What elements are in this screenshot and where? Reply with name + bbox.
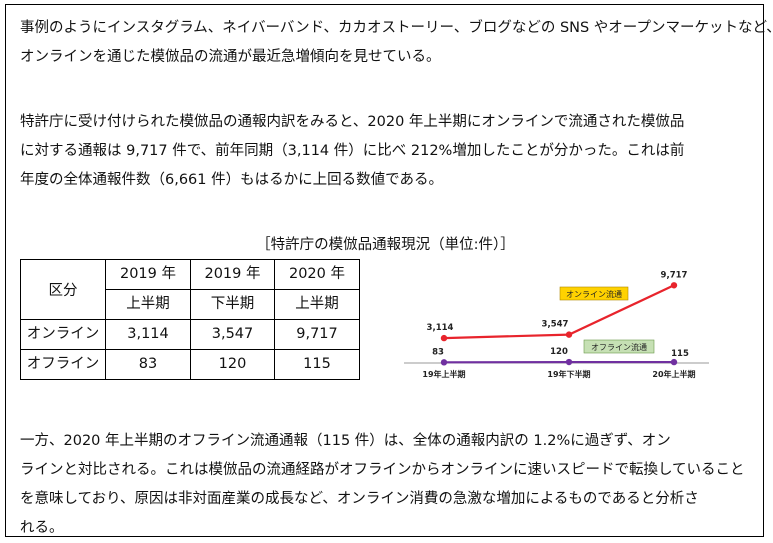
data-label: 3,547 bbox=[542, 320, 569, 330]
data-point bbox=[670, 358, 678, 366]
row-label-offline: オフライン bbox=[20, 349, 106, 380]
legend-label-offline: オフライン流通 bbox=[591, 342, 647, 352]
document-frame: 事例のようにインスタグラム、ネイバーバンド、カカオストーリー、ブログなどの SN… bbox=[5, 4, 773, 537]
header-category: 区分 bbox=[20, 259, 106, 320]
paragraph-intro: 事例のようにインスタグラム、ネイバーバンド、カカオストーリー、ブログなどの SN… bbox=[20, 14, 773, 72]
header-year: 2019 年 bbox=[190, 259, 275, 290]
table-cell: 120 bbox=[190, 349, 275, 380]
text-line: 特許庁に受け付けられた模倣品の通報内訳をみると、2020 年上半期にオンラインで… bbox=[20, 114, 685, 130]
data-label: 9,717 bbox=[661, 270, 688, 280]
table-caption: ［特許庁の模倣品通報現況（単位:件）］ bbox=[256, 237, 515, 253]
table-cell: 3,114 bbox=[105, 319, 191, 350]
header-half: 上半期 bbox=[105, 289, 191, 320]
header-year: 2019 年 bbox=[105, 259, 191, 290]
table-cell: 3,547 bbox=[190, 319, 275, 350]
data-label: 115 bbox=[671, 349, 689, 359]
data-point bbox=[440, 359, 448, 366]
text-line: 年度の全体通報件数（6,661 件）もはるかに上回る数値である。 bbox=[20, 172, 443, 188]
header-half: 上半期 bbox=[274, 289, 360, 320]
text-line: 一方、2020 年上半期のオフライン流通通報（115 件）は、全体の通報内訳の … bbox=[20, 433, 671, 449]
header-year: 2020 年 bbox=[274, 259, 360, 290]
text-line: ラインと対比される。これは模倣品の流通経路がオフラインからオンラインに速いスピー… bbox=[20, 462, 745, 478]
table-cell: 83 bbox=[105, 349, 191, 380]
data-label: 3,114 bbox=[427, 323, 454, 333]
table-cell: 9,717 bbox=[274, 319, 360, 350]
legend-box-online bbox=[559, 286, 629, 301]
text-line: れる。 bbox=[20, 520, 64, 536]
series-line bbox=[443, 284, 675, 340]
x-tick-label: 19年上半期 bbox=[422, 369, 465, 379]
table-row: オンライン 3,114 3,547 9,717 bbox=[20, 319, 360, 350]
paragraph-analysis: 一方、2020 年上半期のオフライン流通通報（115 件）は、全体の通報内訳の … bbox=[20, 427, 760, 543]
legend-box-offline bbox=[583, 339, 655, 354]
text-line: 事例のようにインスタグラム、ネイバーバンド、カカオストーリー、ブログなどの SN… bbox=[20, 20, 773, 36]
data-point bbox=[440, 334, 448, 342]
data-point bbox=[565, 358, 573, 366]
data-point bbox=[565, 331, 573, 338]
text-line: オンラインを通じた模倣品の流通が最近急増傾向を見せている。 bbox=[20, 49, 441, 65]
data-point bbox=[670, 282, 678, 289]
table-row: オフライン 83 120 115 bbox=[20, 349, 360, 380]
data-label: 83 bbox=[432, 347, 444, 357]
report-line-chart: 19年上半期 19年下半期 20年上半期 3,114 3,547 9,717 83 120 11… bbox=[404, 270, 709, 379]
table-cell: 115 bbox=[274, 349, 360, 380]
x-tick-label: 20年上半期 bbox=[652, 369, 695, 379]
row-label-online: オンライン bbox=[20, 319, 106, 350]
legend-label-online: オンライン流通 bbox=[566, 289, 622, 299]
text-line: を意味しており、原因は非対面産業の成長など、オンライン消費の急激な増加によるもの… bbox=[20, 491, 699, 507]
data-label: 120 bbox=[550, 347, 568, 357]
text-line: に対する通報は 9,717 件で、前年同期（3,114 件）に比べ 212%増加… bbox=[20, 143, 685, 159]
header-half: 下半期 bbox=[190, 289, 275, 320]
paragraph-statistics: 特許庁に受け付けられた模倣品の通報内訳をみると、2020 年上半期にオンラインで… bbox=[20, 108, 760, 195]
x-tick-label: 19年下半期 bbox=[547, 369, 590, 379]
counterfeit-report-table: 区分 2019 年 2019 年 2020 年 上半期 下半期 上半期 オンライ… bbox=[20, 259, 360, 380]
